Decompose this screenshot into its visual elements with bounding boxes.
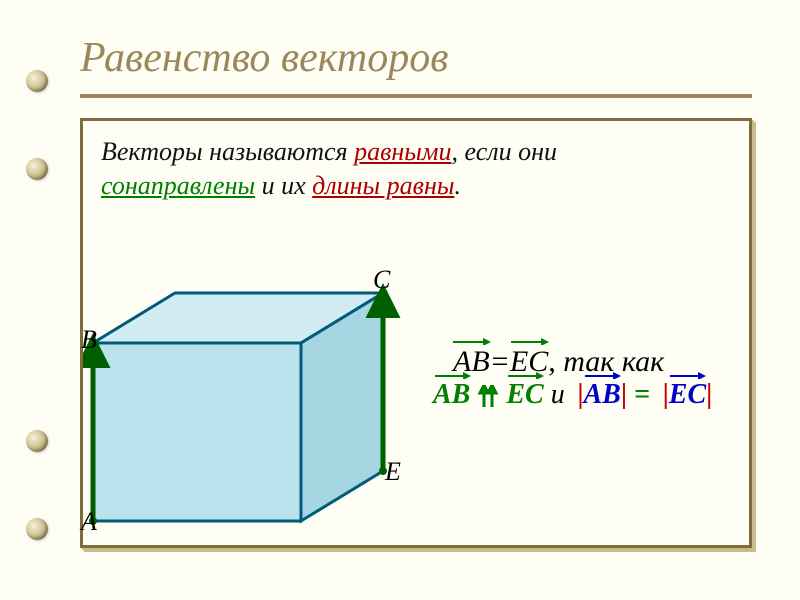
codirected-icon	[477, 383, 499, 405]
defn-mid1: , если они	[452, 137, 557, 166]
defn-end: .	[454, 171, 461, 200]
eq2-v1: AB	[433, 379, 470, 410]
binder-hole-2	[26, 158, 48, 180]
vec-ab-3: AB	[584, 379, 621, 411]
defn-lengths: длины равны	[312, 171, 454, 200]
arrow-icon	[668, 369, 706, 379]
page-title: Равенство векторов	[80, 34, 448, 82]
abs-bar: |	[572, 379, 584, 410]
arrow-icon	[433, 369, 471, 379]
defn-codirected: сонаправлены	[101, 171, 255, 200]
eq2-v2: EC	[506, 379, 543, 410]
equation-2: AB EC и | AB | = | EC |	[433, 379, 712, 411]
arrow-icon	[509, 335, 549, 345]
title-rule	[80, 94, 752, 98]
vec-ab-2: AB	[433, 379, 470, 411]
defn-equal: равными	[354, 137, 451, 166]
arrow-icon	[451, 335, 491, 345]
eq2-eq: =	[634, 379, 650, 410]
label-a: A	[81, 507, 97, 537]
arrow-icon	[583, 369, 621, 379]
binder-hole-1	[26, 70, 48, 92]
label-b: B	[81, 325, 97, 355]
content-frame: Векторы называются равными, если они сон…	[80, 118, 752, 548]
vec-ec-3: EC	[669, 379, 706, 411]
abs-bar: |	[706, 379, 712, 410]
figure: A B C E AB = EC , так как AB	[83, 211, 753, 541]
cube-diagram	[83, 211, 443, 551]
definition-text: Векторы называются равными, если они сон…	[101, 135, 731, 203]
eq2-conj: и	[551, 379, 565, 410]
label-e: E	[385, 457, 401, 487]
abs-bar: |	[657, 379, 669, 410]
defn-pre: Векторы называются	[101, 137, 348, 166]
equation-1: AB = EC , так как	[453, 345, 664, 379]
abs-bar: |	[621, 379, 627, 410]
title-text: Равенство векторов	[80, 34, 448, 82]
label-c: C	[373, 265, 390, 295]
vec-ec-2: EC	[506, 379, 543, 411]
arrow-icon	[506, 369, 544, 379]
defn-mid2: и их	[255, 171, 312, 200]
eq2-v4: EC	[669, 379, 706, 410]
eq2-v3: AB	[584, 379, 621, 410]
binder-hole-4	[26, 518, 48, 540]
binder-hole-3	[26, 430, 48, 452]
slide-page: Равенство векторов Векторы называются ра…	[0, 0, 800, 600]
